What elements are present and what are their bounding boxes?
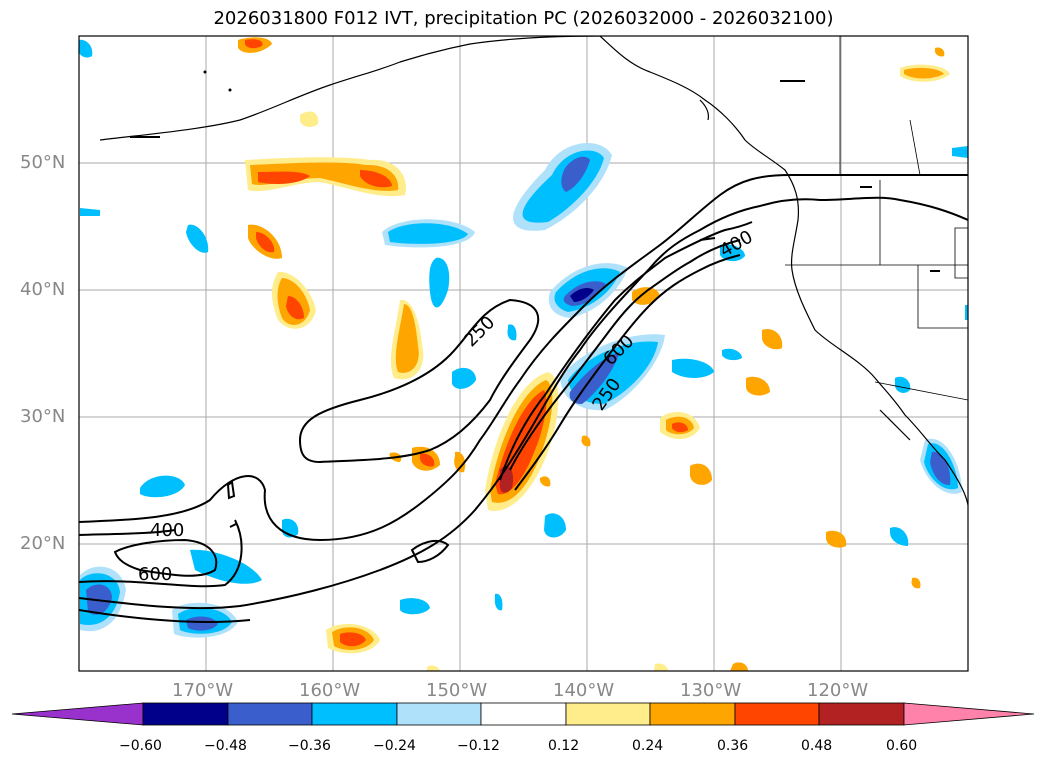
colorbar-extend-min	[11, 702, 144, 726]
islands	[130, 70, 940, 272]
colorbar-tick: 0.48	[801, 738, 833, 754]
gridlines	[79, 36, 968, 671]
colorbar-tick: 0.36	[717, 738, 749, 754]
colorbar-tick: 0.12	[548, 738, 580, 754]
colorbar-tick: 0.60	[886, 738, 918, 754]
ivt-contours	[79, 174, 968, 623]
colorbar-tick: −0.60	[119, 738, 162, 754]
colorbar	[11, 702, 1035, 726]
colorbar-tick: −0.24	[373, 738, 416, 754]
negative-precip-regions	[79, 39, 968, 638]
lon-label: 160°W	[299, 680, 361, 701]
map-frame	[78, 35, 969, 672]
colorbar-tick: −0.48	[204, 738, 247, 754]
ivt-label: 600	[138, 564, 172, 585]
lat-label: 50°N	[20, 152, 66, 173]
colorbar-tick: −0.12	[457, 738, 500, 754]
ivt-label: 250	[460, 312, 499, 351]
colorbar-extend-max	[903, 702, 1035, 726]
borders	[785, 36, 968, 401]
lat-label: 40°N	[20, 279, 66, 300]
map-title: 2026031800 F012 IVT, precipitation PC (2…	[213, 8, 834, 29]
lon-label: 150°W	[426, 680, 488, 701]
positive-precip-regions	[238, 37, 950, 671]
map-area: 250 250 400 400 600 600	[79, 36, 968, 671]
colorbar-tick: 0.24	[632, 738, 664, 754]
coastlines	[99, 36, 968, 506]
ivt-label: 400	[150, 520, 184, 541]
lon-label: 120°W	[807, 680, 869, 701]
lon-label: 170°W	[172, 680, 234, 701]
lon-label: 130°W	[680, 680, 742, 701]
lat-label: 20°N	[20, 533, 66, 554]
lat-label: 30°N	[20, 406, 66, 427]
lon-label: 140°W	[553, 680, 615, 701]
colorbar-tick: −0.36	[288, 738, 331, 754]
